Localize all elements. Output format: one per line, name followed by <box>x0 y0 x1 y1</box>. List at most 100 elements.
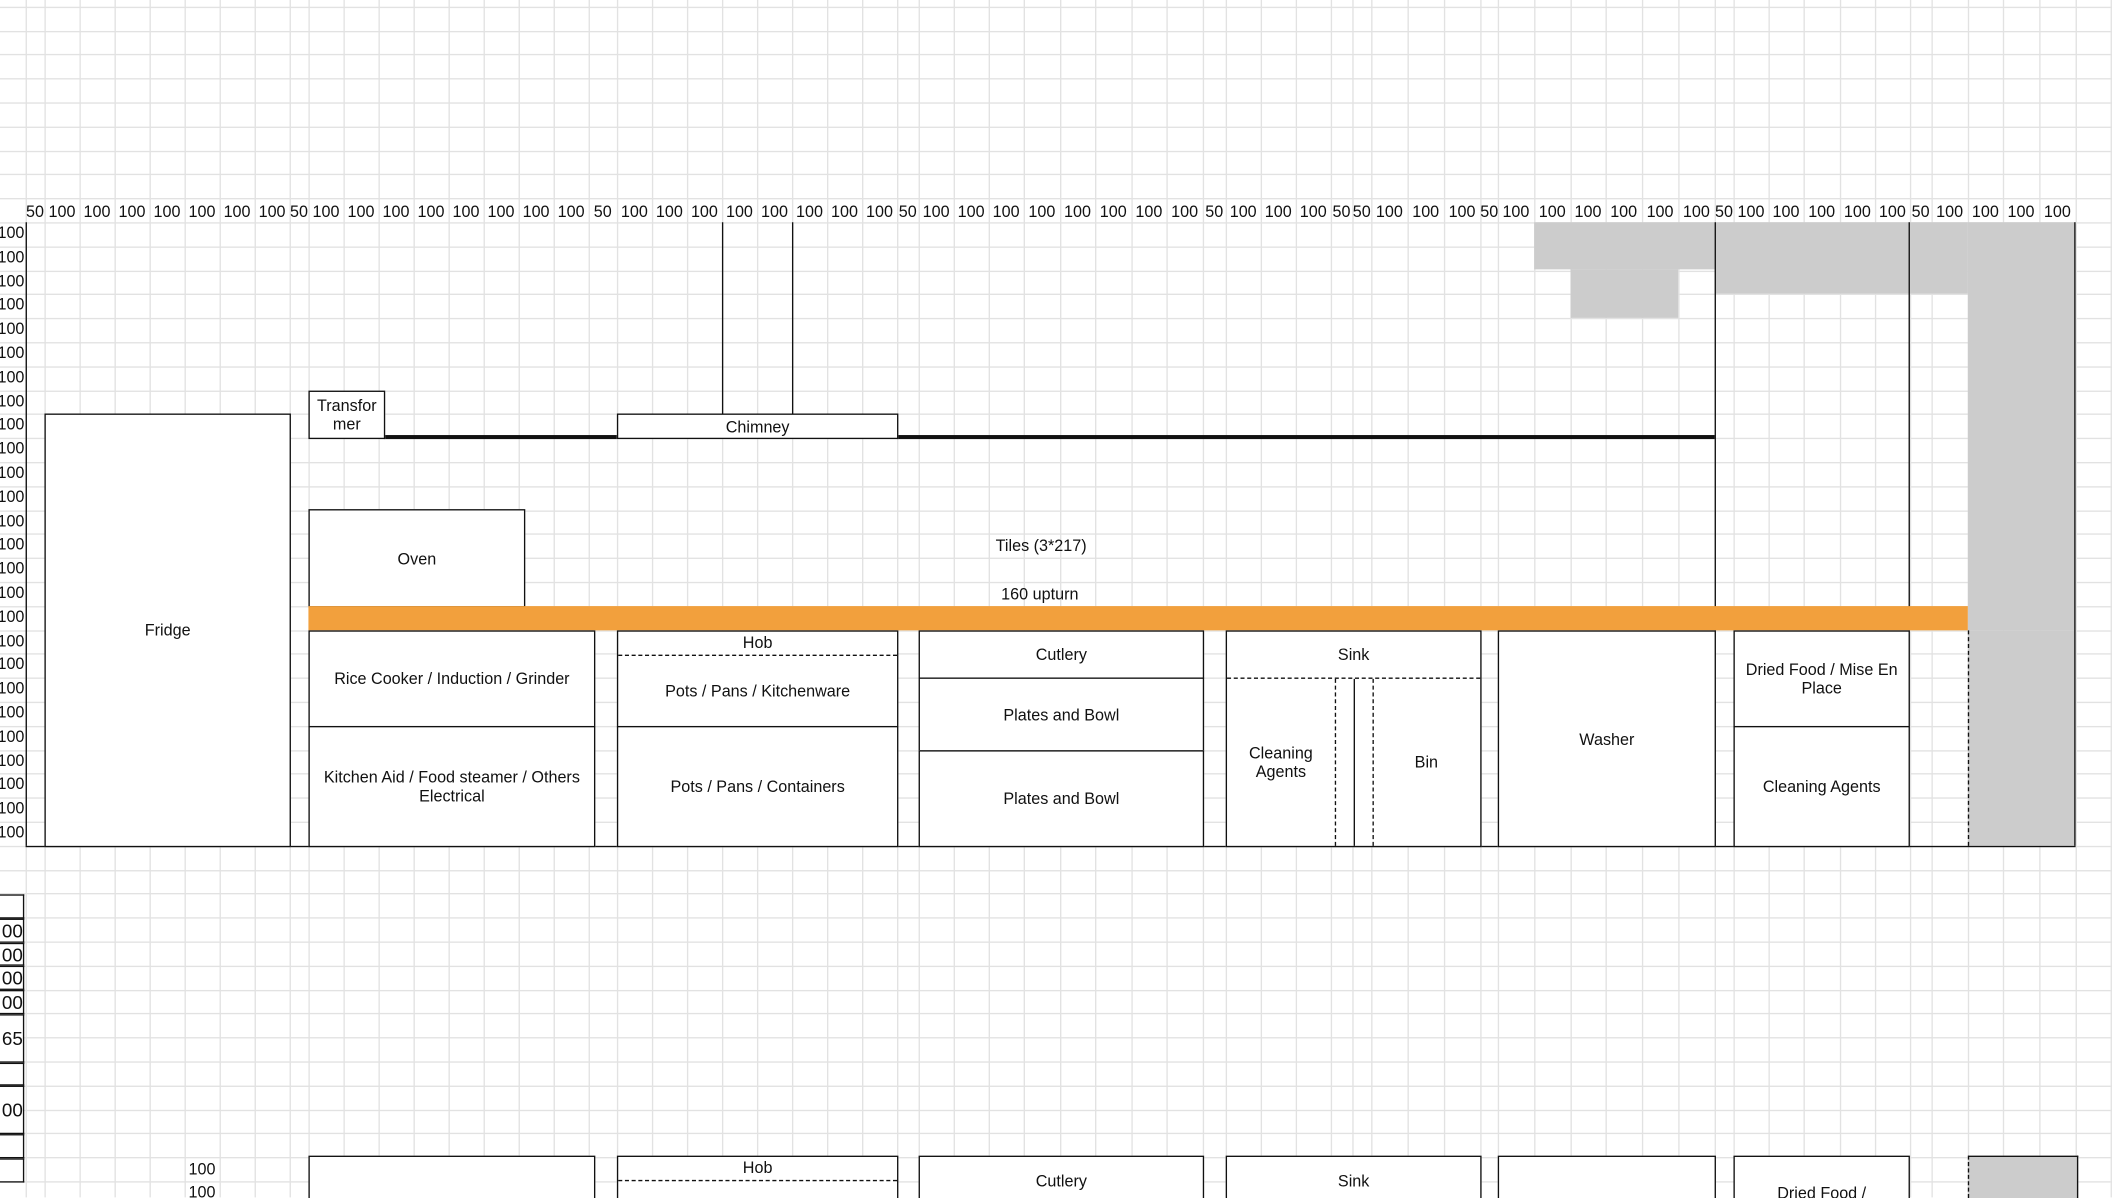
column-header: 100 <box>188 202 216 221</box>
grid-column-line <box>1060 0 1062 1198</box>
lower-cabinet-cutlery: Cutlery <box>918 1155 1205 1198</box>
grid-row-line <box>0 78 2112 80</box>
grid-row-line <box>0 1109 2112 1111</box>
lower-wall-column <box>1967 1155 2079 1198</box>
lower-row-label: 00 <box>0 1086 25 1135</box>
grid-row-line <box>0 222 2112 224</box>
column-header: 100 <box>258 202 286 221</box>
grid-row-line <box>0 126 2112 128</box>
row-label: 100 <box>0 559 25 579</box>
grid-row-line <box>0 390 2112 392</box>
row-label: 100 <box>0 631 25 651</box>
grid-column-line <box>1330 0 1333 1198</box>
chimney-duct-line <box>721 222 724 414</box>
row-label: 100 <box>0 319 25 339</box>
grid-row-line <box>0 198 2112 200</box>
chimney: Chimney <box>616 413 899 440</box>
cabinet-hob: Hob Pots / Pans / Kitchenware <box>616 630 899 728</box>
transformer-label: Transfor mer <box>317 395 377 434</box>
lower-cabinet-hob: Hob <box>616 1155 899 1198</box>
column-header: 100 <box>48 202 76 221</box>
divider <box>1372 678 1375 846</box>
column-header: 100 <box>1808 202 1836 221</box>
column-header: 100 <box>1171 202 1199 221</box>
column-header: 100 <box>1299 202 1327 221</box>
grid-row-line <box>0 1037 2112 1039</box>
grid-row-line <box>0 989 2112 991</box>
grid-row-line <box>0 1085 2112 1087</box>
partition-line <box>1908 222 1910 631</box>
column-header: 100 <box>831 202 858 221</box>
row-label: 100 <box>0 822 25 842</box>
left-wall-line <box>25 222 27 846</box>
column-header: 100 <box>83 202 111 221</box>
cabinet-label: Dried Food / Mise En Place <box>1745 659 1898 698</box>
column-header: 50 <box>593 202 612 221</box>
column-header: 100 <box>655 202 683 221</box>
column-header: 100 <box>557 202 585 221</box>
drawer-cutlery: Cutlery <box>918 630 1205 679</box>
grid-column-line <box>721 0 724 1198</box>
grid-column-line <box>1534 0 1536 1198</box>
cabinet-label: Cleaning Agents <box>1762 777 1881 797</box>
cabinet-label: Cutlery <box>1035 645 1087 665</box>
column-header: 100 <box>382 202 410 221</box>
column-header: 100 <box>1878 202 1906 221</box>
cabinet-label: Dried Food / <box>1777 1183 1867 1198</box>
column-header: 100 <box>866 202 894 221</box>
lower-row-label: 00 <box>0 966 25 991</box>
column-header: 50 <box>1205 202 1224 221</box>
grid-row-line <box>0 1061 2112 1063</box>
column-header: 100 <box>795 202 823 221</box>
grid-row-line <box>0 246 2112 248</box>
cleaning-agents-label: Cleaning Agents <box>1227 678 1337 846</box>
wall-block <box>1714 222 1968 294</box>
column-header: 50 <box>1911 202 1930 221</box>
lower-row-label <box>0 894 25 919</box>
cabinet-dried-food: Dried Food / Mise En Place <box>1733 630 1910 728</box>
row-label: 100 <box>0 223 25 243</box>
cabinet-label: Pots / Pans / Containers <box>670 777 845 797</box>
row-label: 100 <box>0 367 25 387</box>
grid-row-line <box>0 461 2112 464</box>
row-label: 100 <box>0 655 25 674</box>
cabinet-cleaning-agents: Cleaning Agents <box>1733 725 1910 848</box>
lower-cabinet <box>308 1155 596 1198</box>
grid-row-line <box>0 174 2112 176</box>
column-header: 100 <box>957 202 985 221</box>
grid-column-line <box>826 0 829 1198</box>
washer-label: Washer <box>1579 729 1635 749</box>
wall-cabinet-line <box>383 435 617 440</box>
row-label: 100 <box>0 535 25 555</box>
grid-row-line <box>0 581 2112 584</box>
row-label: 100 <box>0 798 25 818</box>
lower-washer <box>1497 1155 1716 1198</box>
grid-column-line <box>1166 0 1168 1198</box>
row-label: 100 <box>0 607 25 627</box>
cabinet-label: Plates and Bowl <box>1003 705 1120 724</box>
column-header: 100 <box>1574 202 1602 221</box>
column-header: 100 <box>922 202 950 221</box>
fridge-label: Fridge <box>144 620 191 640</box>
grid-column-line <box>1733 0 1735 1198</box>
grid-column-line <box>1131 0 1133 1198</box>
lower-row-label: 00 <box>0 990 25 1015</box>
cabinet-kitchen-aid: Kitchen Aid / Food steamer / Others Elec… <box>308 725 596 848</box>
sink-label: Sink <box>1227 632 1481 679</box>
grid-column-line <box>862 0 864 1198</box>
grid-column-line <box>1480 0 1482 1198</box>
column-header: 100 <box>153 202 181 221</box>
column-header: 50 <box>1332 202 1351 221</box>
grid-column-line <box>2075 0 2077 1198</box>
row-label: 100 <box>0 774 25 794</box>
grid-column-line <box>1352 0 1354 1198</box>
oven-label: Oven <box>397 548 437 568</box>
grid-column-line <box>1931 0 1933 1198</box>
grid-column-line <box>1909 0 1912 1198</box>
column-header: 100 <box>487 202 515 221</box>
fridge: Fridge <box>44 413 291 848</box>
grid-row-line <box>0 30 2112 32</box>
transformer: Transfor mer <box>308 390 386 440</box>
grid-column-line <box>1768 0 1770 1198</box>
column-header: 100 <box>1135 202 1163 221</box>
